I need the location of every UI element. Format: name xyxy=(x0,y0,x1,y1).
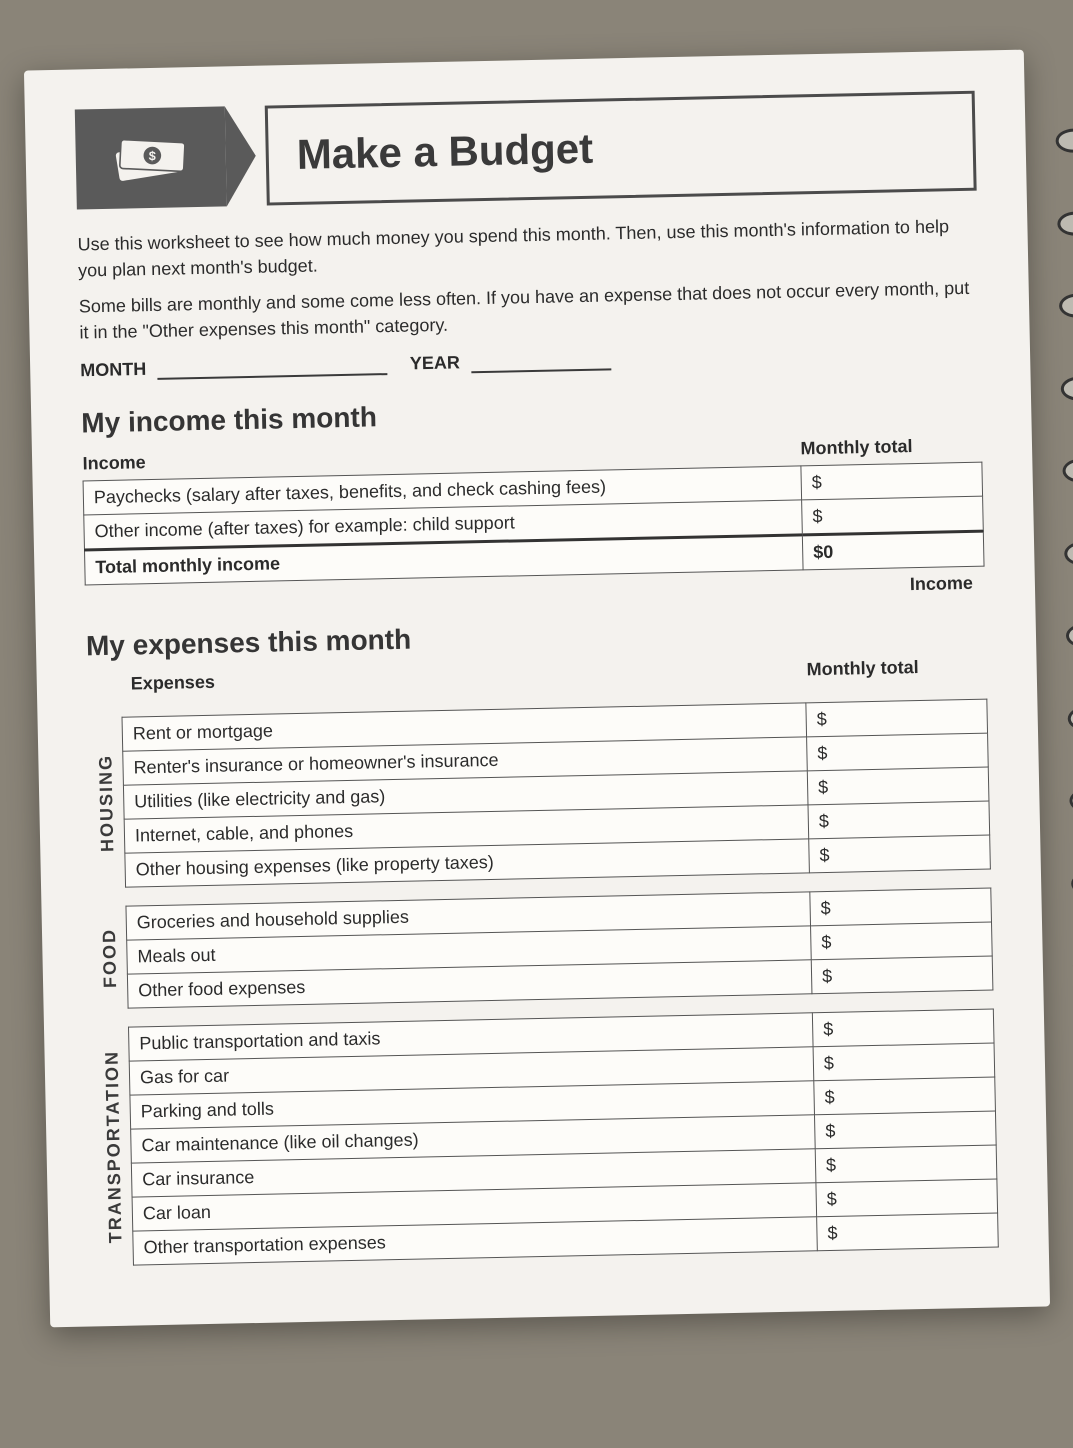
expenses-col-total: Monthly total xyxy=(806,656,976,681)
year-input-blank[interactable] xyxy=(470,349,610,374)
expense-groups: HOUSINGRent or mortgage$Renter's insuran… xyxy=(87,699,998,1267)
expense-table: Groceries and household supplies$Meals o… xyxy=(125,888,993,1009)
expense-row-amount[interactable]: $ xyxy=(805,699,987,737)
expense-row-amount[interactable]: $ xyxy=(815,1179,997,1217)
expense-row-amount[interactable]: $ xyxy=(811,956,993,994)
expense-row-amount[interactable]: $ xyxy=(806,733,988,771)
category-label: HOUSING xyxy=(87,717,125,889)
category-label-text: TRANSPORTATION xyxy=(100,1050,125,1244)
expense-row-amount[interactable]: $ xyxy=(815,1145,997,1183)
date-line: MONTH YEAR xyxy=(80,341,980,382)
expenses-col-label: Expenses xyxy=(130,660,806,695)
expense-row-amount[interactable]: $ xyxy=(809,888,991,926)
page-title: Make a Budget xyxy=(296,125,593,179)
expense-group: FOODGroceries and household supplies$Mea… xyxy=(91,888,993,1010)
income-row-amount[interactable]: $ xyxy=(800,462,982,500)
income-total-amount: $0 xyxy=(802,531,984,570)
expense-row-amount[interactable]: $ xyxy=(808,835,990,873)
worksheet-page: $ Make a Budget Use this worksheet to se… xyxy=(23,50,1049,1328)
category-label-text: HOUSING xyxy=(94,753,117,851)
income-table: Income Monthly total Paychecks (salary a… xyxy=(81,429,984,586)
category-label-text: FOOD xyxy=(98,927,120,987)
expense-table: Rent or mortgage$Renter's insurance or h… xyxy=(121,699,990,888)
expense-row-amount[interactable]: $ xyxy=(810,922,992,960)
spiral-binding xyxy=(1055,128,1073,1226)
expense-row-amount[interactable]: $ xyxy=(807,801,989,839)
expense-row-amount[interactable]: $ xyxy=(814,1111,996,1149)
category-label: TRANSPORTATION xyxy=(94,1027,133,1267)
intro-paragraph-2: Some bills are monthly and some come les… xyxy=(78,275,979,346)
expense-row-amount[interactable]: $ xyxy=(816,1213,998,1251)
title-box: Make a Budget xyxy=(264,91,976,206)
income-col-total: Monthly total xyxy=(800,429,982,466)
expense-group: TRANSPORTATIONPublic transportation and … xyxy=(94,1009,999,1267)
year-label: YEAR xyxy=(409,353,459,374)
svg-text:$: $ xyxy=(148,148,156,163)
category-label: FOOD xyxy=(91,906,127,1010)
expense-row-amount[interactable]: $ xyxy=(807,767,989,805)
expense-row-amount[interactable]: $ xyxy=(813,1043,995,1081)
expense-row-amount[interactable]: $ xyxy=(813,1077,995,1115)
intro-block: Use this worksheet to see how much money… xyxy=(77,213,979,346)
money-icon-box: $ xyxy=(74,106,226,209)
month-input-blank[interactable] xyxy=(157,353,387,380)
income-row-amount[interactable]: $ xyxy=(801,496,983,535)
title-row: $ Make a Budget xyxy=(74,91,976,210)
intro-paragraph-1: Use this worksheet to see how much money… xyxy=(77,213,978,284)
expense-group: HOUSINGRent or mortgage$Renter's insuran… xyxy=(87,699,990,889)
money-icon: $ xyxy=(110,127,191,189)
expense-row-amount[interactable]: $ xyxy=(812,1009,994,1047)
expense-table: Public transportation and taxis$Gas for … xyxy=(127,1009,998,1266)
month-label: MONTH xyxy=(80,359,146,380)
